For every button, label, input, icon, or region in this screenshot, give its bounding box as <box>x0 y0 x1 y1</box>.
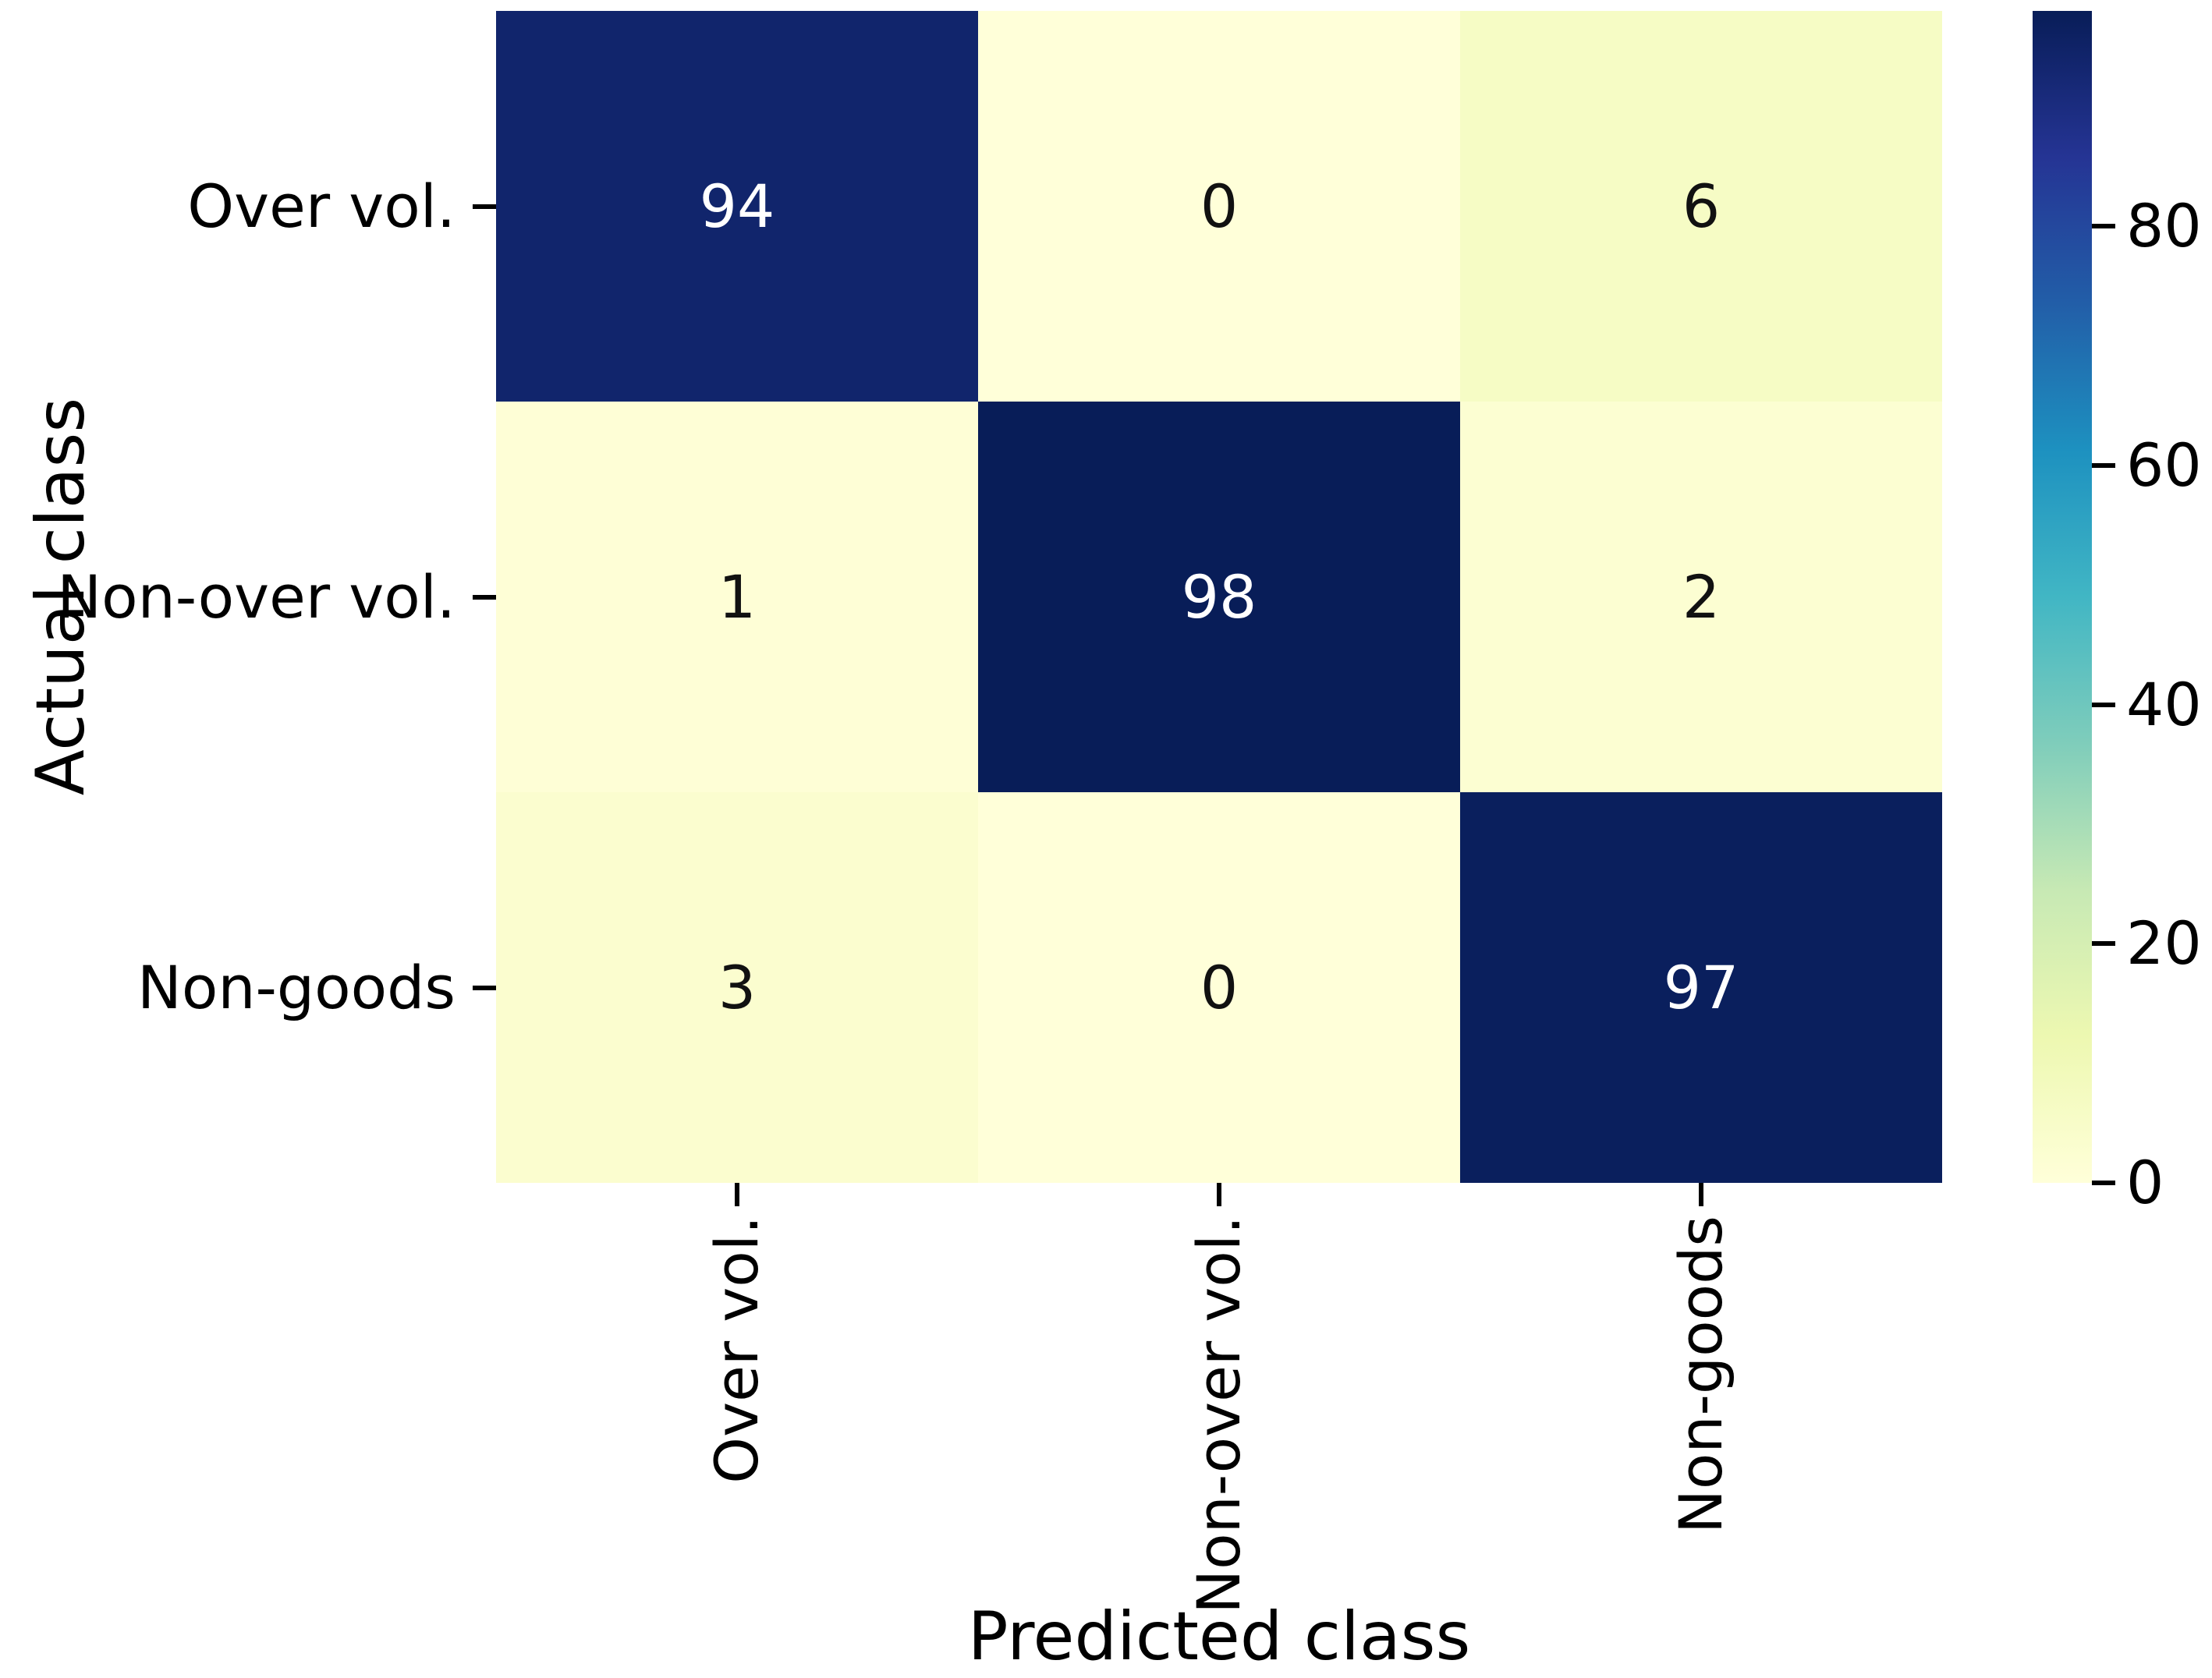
colorbar-tick-label-80: 80 <box>2126 191 2202 261</box>
heatmap-cell-r2-c0: 3 <box>496 792 978 1183</box>
colorbar-tick-mark <box>2092 224 2115 229</box>
x-tick-label-text: Non-over vol. <box>1184 1216 1253 1614</box>
y-tick-mark <box>473 985 496 990</box>
heatmap-grid: 94 0 6 1 98 2 3 0 97 <box>496 11 1942 1183</box>
x-tick-label-text: Over vol. <box>702 1216 771 1484</box>
colorbar-tick-label-60: 60 <box>2126 430 2202 500</box>
cell-value: 97 <box>1663 952 1739 1022</box>
y-tick-label-0: Over vol. <box>187 171 456 241</box>
heatmap-cell-r2-c2: 97 <box>1460 792 1942 1183</box>
heatmap-cell-r0-c2: 6 <box>1460 11 1942 402</box>
colorbar <box>2033 11 2092 1183</box>
y-tick-mark <box>473 204 496 209</box>
cell-value: 6 <box>1682 171 1721 241</box>
heatmap-cell-r0-c0: 94 <box>496 11 978 402</box>
cell-value: 0 <box>1200 952 1239 1022</box>
cell-value: 98 <box>1181 561 1257 632</box>
y-tick-label-1: Non-over vol. <box>57 561 456 632</box>
cell-value: 0 <box>1200 171 1239 241</box>
cell-value: 1 <box>718 561 757 632</box>
colorbar-tick-label-0: 0 <box>2126 1148 2164 1217</box>
x-axis-title: Predicted class <box>967 1598 1471 1676</box>
x-tick-mark <box>1699 1183 1703 1206</box>
heatmap-cell-r2-c1: 0 <box>978 792 1460 1183</box>
cell-value: 3 <box>718 952 757 1022</box>
colorbar-tick-label-40: 40 <box>2126 669 2202 739</box>
colorbar-tick-mark <box>2092 462 2115 468</box>
heatmap-cell-r1-c1: 98 <box>978 402 1460 792</box>
colorbar-tick-label-20: 20 <box>2126 908 2202 979</box>
y-tick-label-2: Non-goods <box>136 952 456 1022</box>
colorbar-tick-mark <box>2092 702 2115 707</box>
y-tick-mark <box>473 594 496 600</box>
colorbar-tick-mark <box>2092 941 2115 947</box>
heatmap-cell-r0-c1: 0 <box>978 11 1460 402</box>
heatmap-cell-r1-c0: 1 <box>496 402 978 792</box>
x-tick-label-text: Non-goods <box>1666 1216 1735 1535</box>
cell-value: 94 <box>699 171 775 241</box>
heatmap-cell-r1-c2: 2 <box>1460 402 1942 792</box>
x-tick-mark <box>735 1183 739 1206</box>
cell-value: 2 <box>1682 561 1721 632</box>
colorbar-tick-mark <box>2092 1181 2115 1185</box>
x-tick-mark <box>1217 1183 1221 1206</box>
